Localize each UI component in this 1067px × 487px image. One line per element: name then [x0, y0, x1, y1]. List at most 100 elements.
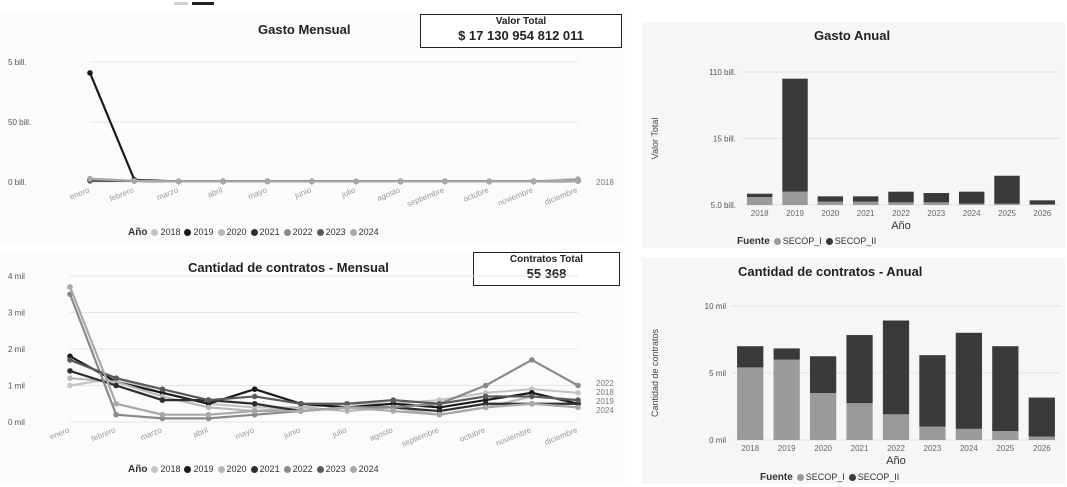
gm-point-2024	[486, 178, 493, 185]
ca-bar-SECOP_I-2024	[955, 428, 983, 440]
legend-item-2024[interactable]: 2024	[349, 464, 379, 474]
cm-ytick-label: 4 mil	[8, 272, 25, 281]
legend-marker	[349, 229, 357, 237]
legend-item-2021[interactable]: 2021	[250, 464, 280, 474]
legend-item-2023[interactable]: 2023	[316, 227, 346, 237]
cm-xtick-label: octubre	[458, 425, 487, 444]
cm-xtick-label: mayo	[234, 425, 256, 441]
gm-xtick-label: febrero	[108, 185, 135, 203]
contratos-anual-bar-chart: 0 mil 5 mil 10 mil Cantidad de contratos 201…	[650, 302, 1060, 467]
ca-bar-SECOP_I-2022	[882, 414, 910, 440]
cm-point-2023	[251, 393, 258, 400]
cm-xtick-label: septiembre	[400, 425, 441, 448]
ca-bar-SECOP_II-2026	[1028, 397, 1055, 437]
valor-total-value: $ 17 130 954 812 011	[458, 28, 584, 43]
valor-total-label: Valor Total	[495, 16, 547, 27]
legend-marker	[217, 466, 225, 474]
legend-item-2022[interactable]: 2022	[283, 464, 313, 474]
ca-xtick-label: 2018	[741, 444, 759, 453]
cm-point-2024	[205, 411, 212, 418]
gm-ytick-label: 0 bill.	[8, 178, 27, 187]
ga-xtick-label: 2022	[892, 209, 910, 218]
legend-title: Fuente	[737, 236, 770, 247]
gm-point-2024	[87, 175, 93, 182]
legend-label: 2022	[292, 227, 313, 237]
ga-ytick-label: 15 bill.	[713, 135, 736, 144]
ga-bar-SECOP_I-2021	[852, 201, 879, 205]
cm-series-line-2023	[69, 358, 579, 405]
ca-ytick-label: 10 mil	[705, 302, 727, 311]
legend-item-SECOP_I[interactable]: SECOP_I	[796, 472, 845, 482]
cm-end-label: 2019	[596, 397, 614, 406]
legend-label: SECOP_II	[857, 472, 900, 482]
cm-end-label: 2018	[596, 388, 614, 397]
ca-ylabel: Cantidad de contratos	[650, 328, 660, 417]
cm-ytick-label: 2 mil	[8, 345, 25, 354]
gm-xtick-label: julio	[339, 185, 357, 199]
legend-item-2019[interactable]: 2019	[184, 464, 214, 474]
legend-marker	[151, 229, 159, 237]
legend-label: 2021	[259, 227, 280, 237]
contratos-total-value: 55 368	[526, 266, 567, 281]
ga-ytick-label: 5.0 bill.	[711, 201, 736, 210]
cm-point-2022	[529, 357, 535, 363]
legend-label: 2018	[160, 464, 181, 474]
ga-xtick-label: 2020	[821, 209, 839, 218]
ga-bar-SECOP_II-2018	[746, 193, 773, 198]
gm-point-2024	[442, 178, 448, 185]
cm-point-2022	[575, 382, 581, 389]
gm-point-2024	[175, 178, 182, 185]
legend-marker	[848, 474, 856, 482]
legend-item-2019[interactable]: 2019	[184, 227, 214, 237]
legend-marker	[316, 466, 324, 474]
cm-xtick-label: enero	[48, 425, 71, 441]
legend-item-2020[interactable]: 2020	[217, 464, 247, 474]
ca-bar-SECOP_II-2018	[737, 346, 764, 368]
contratos-mensual-title: Cantidad de contratos - Mensual	[188, 260, 389, 275]
legend-item-2020[interactable]: 2020	[217, 227, 247, 237]
cm-point-2022	[113, 411, 119, 418]
cm-xtick-label: diciembre	[543, 425, 579, 447]
legend-marker	[316, 229, 324, 237]
page-indicator-inactive	[174, 2, 188, 5]
page-indicator-active	[192, 2, 214, 5]
ca-xtick-label: 2019	[778, 444, 796, 453]
gasto-mensual-legend: Año 2018 2019 2020 2021 2022 2023 2024	[128, 227, 383, 238]
gm-xtick-label: diciembre	[543, 185, 579, 207]
cm-point-2024	[390, 408, 397, 414]
ga-xtick-label: 2023	[927, 209, 945, 218]
legend-item-SECOP_II[interactable]: SECOP_II	[825, 236, 876, 246]
ga-bar-SECOP_II-2023	[923, 193, 950, 203]
cm-point-2018	[67, 382, 73, 389]
legend-label: SECOP_I	[805, 472, 845, 482]
valor-total-card: Valor Total $ 17 130 954 812 011	[420, 14, 622, 48]
gm-xtick-label: agosto	[376, 185, 402, 203]
legend-title: Año	[128, 227, 148, 238]
cm-ytick-label: 0 mil	[8, 418, 25, 427]
ca-xtick-label: 2024	[960, 444, 978, 453]
ga-bar-SECOP_II-2020	[817, 196, 844, 202]
legend-label: 2024	[358, 464, 379, 474]
legend-label: 2022	[292, 464, 313, 474]
legend-marker	[184, 229, 192, 237]
cm-point-2023	[529, 393, 535, 400]
legend-item-2022[interactable]: 2022	[283, 227, 313, 237]
legend-item-2021[interactable]: 2021	[250, 227, 280, 237]
legend-item-2023[interactable]: 2023	[316, 464, 346, 474]
legend-label: 2018	[160, 227, 181, 237]
legend-item-SECOP_I[interactable]: SECOP_I	[773, 236, 822, 246]
cm-point-2024	[344, 404, 350, 411]
legend-item-2018[interactable]: 2018	[151, 227, 180, 237]
legend-item-2024[interactable]: 2024	[349, 227, 379, 237]
legend-item-2018[interactable]: 2018	[151, 464, 180, 474]
legend-marker	[151, 466, 159, 474]
cm-series-line-2024	[68, 286, 579, 416]
legend-item-SECOP_II[interactable]: SECOP_II	[848, 472, 900, 482]
gm-series-line-2024	[89, 177, 579, 183]
legend-label: 2023	[325, 464, 346, 474]
gm-xtick-label: marzo	[155, 185, 179, 202]
ga-bar-SECOP_I-2018	[746, 197, 773, 205]
ca-bar-SECOP_I-2026	[1028, 436, 1055, 440]
ca-bar-SECOP_I-2023	[919, 426, 946, 440]
gm-xtick-label: noviembre	[496, 185, 535, 208]
